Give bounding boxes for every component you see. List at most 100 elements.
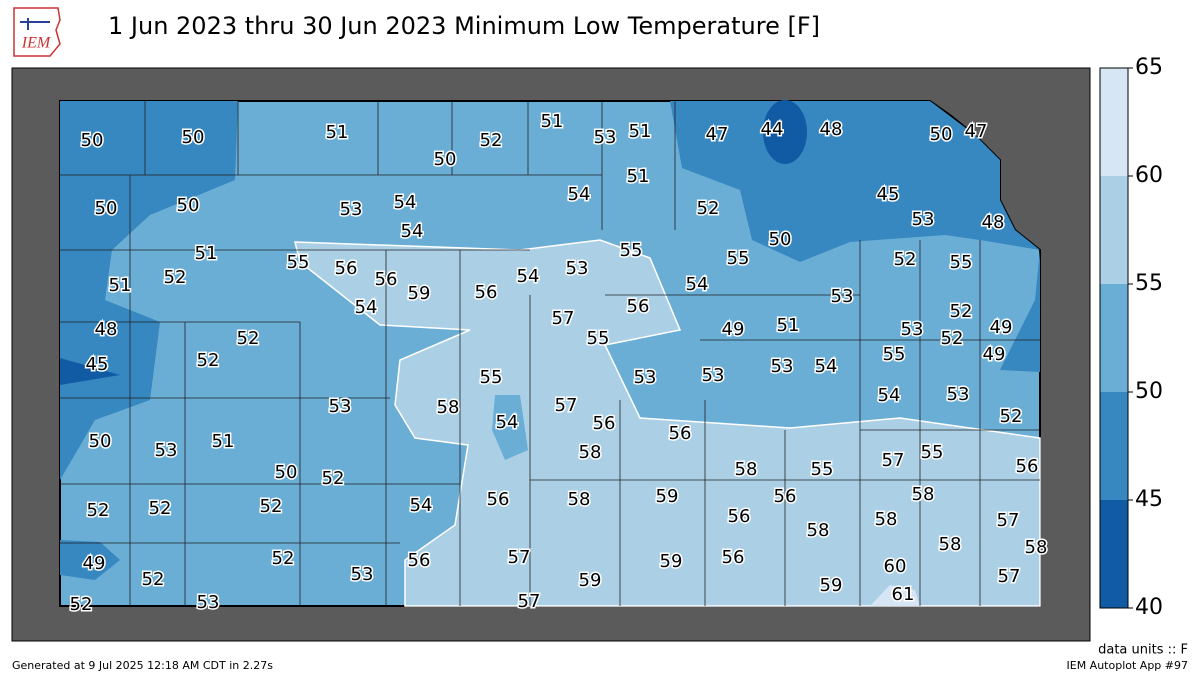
station-value: 55 [727, 248, 750, 269]
station-value: 51 [627, 166, 650, 187]
colorbar-tick-label: 50 [1135, 379, 1163, 404]
county-lines [60, 101, 1040, 606]
station-value: 49 [990, 317, 1013, 338]
station-value: 56 [1016, 456, 1039, 477]
station-value: 53 [197, 592, 220, 613]
units-note: data units :: F [1098, 643, 1188, 658]
logo: IEM [13, 7, 61, 57]
station-value: 58 [912, 484, 935, 505]
station-value: 54 [815, 356, 838, 377]
station-value: 58 [579, 442, 602, 463]
station-value: 50 [930, 124, 953, 145]
colorbar-band [1100, 392, 1128, 500]
station-value: 48 [982, 212, 1005, 233]
station-value: 54 [401, 221, 424, 242]
colorbar-band [1100, 500, 1128, 608]
station-value: 52 [197, 350, 220, 371]
station-value: 53 [351, 564, 374, 585]
station-value: 55 [587, 328, 610, 349]
station-value: 53 [912, 209, 935, 230]
station-value: 51 [541, 111, 564, 132]
station-value: 50 [769, 229, 792, 250]
colorbar-tick-label: 60 [1135, 163, 1163, 188]
colorbar: 40 45 50 55 60 65 [1099, 55, 1163, 620]
station-value: 56 [728, 506, 751, 527]
station-value: 55 [921, 442, 944, 463]
station-value: 52 [1000, 406, 1023, 427]
station-value: 50 [182, 127, 205, 148]
station-value: 51 [777, 315, 800, 336]
station-value: 49 [983, 344, 1006, 365]
station-value: 56 [669, 423, 692, 444]
station-value: 52 [322, 468, 345, 489]
station-value: 53 [594, 127, 617, 148]
station-value: 48 [820, 119, 843, 140]
station-value: 58 [807, 520, 830, 541]
logo-text: IEM [21, 35, 52, 52]
station-value: 54 [878, 385, 901, 406]
title: 1 Jun 2023 thru 30 Jun 2023 Minimum Low … [108, 12, 820, 40]
station-value: 47 [706, 124, 729, 145]
station-value: 55 [950, 252, 973, 273]
station-value: 55 [883, 344, 906, 365]
station-value: 53 [566, 258, 589, 279]
station-value: 52 [697, 198, 720, 219]
station-labels: 50 50 51 50 52 51 53 51 47 44 48 50 47 50 50 53 54 54 54 51… [68, 110, 1049, 617]
station-value: 60 [884, 556, 907, 577]
station-value: 53 [831, 286, 854, 307]
station-value: 52 [272, 548, 295, 569]
station-value: 58 [437, 397, 460, 418]
station-value: 49 [722, 319, 745, 340]
station-value: 59 [656, 486, 679, 507]
station-value: 55 [620, 240, 643, 261]
colorbar-tick-label: 40 [1135, 595, 1163, 620]
station-value: 52 [237, 328, 260, 349]
station-value: 59 [408, 283, 431, 304]
station-value: 53 [634, 367, 657, 388]
station-value: 54 [568, 184, 591, 205]
station-value: 53 [340, 199, 363, 220]
station-value: 54 [686, 274, 709, 295]
station-value: 59 [579, 570, 602, 591]
station-value: 45 [86, 354, 109, 375]
station-value: 54 [394, 192, 417, 213]
station-value: 56 [627, 296, 650, 317]
station-value: 48 [95, 319, 118, 340]
generated-note: Generated at 9 Jul 2025 12:18 AM CDT in … [12, 659, 273, 672]
station-value: 53 [947, 384, 970, 405]
station-value: 56 [774, 486, 797, 507]
station-value: 51 [212, 431, 235, 452]
station-value: 51 [109, 275, 132, 296]
station-value: 55 [287, 252, 310, 273]
station-value: 49 [83, 553, 106, 574]
colorbar-band [1100, 68, 1128, 176]
station-value: 53 [155, 440, 178, 461]
station-value: 51 [629, 121, 652, 142]
station-value: 50 [81, 130, 104, 151]
station-value: 53 [901, 319, 924, 340]
station-value: 52 [142, 569, 165, 590]
station-value: 57 [998, 566, 1021, 587]
station-value: 58 [1025, 537, 1048, 558]
station-value: 56 [593, 413, 616, 434]
station-value: 57 [882, 450, 905, 471]
station-value: 52 [950, 301, 973, 322]
station-value: 47 [965, 121, 988, 142]
station-value: 52 [260, 496, 283, 517]
station-value: 57 [508, 547, 531, 568]
station-value: 54 [496, 412, 519, 433]
station-value: 52 [149, 498, 172, 519]
station-value: 56 [408, 550, 431, 571]
station-value: 54 [410, 495, 433, 516]
station-value: 55 [480, 367, 503, 388]
station-value: 50 [89, 431, 112, 452]
station-value: 57 [518, 591, 541, 612]
colorbar-frame [1099, 67, 1129, 609]
colorbar-tick-label: 55 [1135, 271, 1163, 296]
station-value: 53 [329, 396, 352, 417]
station-value: 56 [487, 489, 510, 510]
station-value: 50 [434, 149, 457, 170]
station-value: 58 [735, 459, 758, 480]
station-value: 57 [552, 308, 575, 329]
